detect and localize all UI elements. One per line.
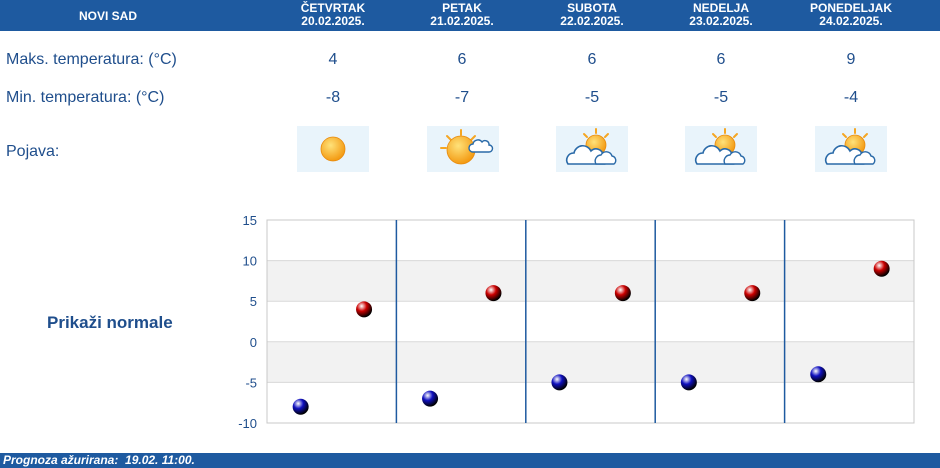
day-header-4: NEDELJA 23.02.2025. (666, 0, 776, 31)
day-header-3: SUBOTA 22.02.2025. (537, 0, 647, 31)
min-temp-point (292, 398, 309, 415)
min-temp-value: -8 (325, 89, 341, 106)
min-temp-label: Min. temperatura: (°C) (6, 89, 165, 106)
min-temp-point (551, 374, 568, 391)
min-temp-point (810, 366, 827, 383)
day-date: 24.02.2025. (819, 14, 883, 28)
y-tick-label: 15 (243, 213, 257, 228)
day-date: 23.02.2025. (689, 14, 753, 28)
min-temp-value: -7 (454, 89, 470, 106)
y-tick-label: 10 (243, 254, 257, 269)
max-temp-value: 6 (716, 51, 726, 68)
plot-background (267, 220, 914, 423)
max-temp-point (485, 285, 502, 302)
y-tick-label: 5 (250, 294, 257, 309)
max-temp-point (614, 285, 631, 302)
max-temp-point (744, 285, 761, 302)
temperature-chart: 15 10 5 0 -5 -10 (238, 213, 915, 431)
day-header-1: ČETVRTAK 20.02.2025. (278, 0, 388, 31)
show-normals-link[interactable]: Prikaži normale (47, 313, 173, 332)
y-tick-label: 0 (250, 335, 257, 350)
min-temp-point (422, 390, 439, 407)
day-date: 22.02.2025. (560, 14, 624, 28)
max-temp-value: 9 (846, 51, 856, 68)
day-name: ČETVRTAK (300, 1, 366, 15)
partly-cloudy-icon (685, 126, 757, 172)
day-header-2: PETAK 21.02.2025. (407, 0, 517, 31)
min-temp-value: -4 (843, 89, 859, 106)
city-name: NOVI SAD (78, 8, 137, 23)
max-temp-point (873, 260, 890, 277)
y-tick-label: -5 (245, 375, 257, 390)
max-temp-value: 4 (328, 51, 338, 68)
min-temp-value: -5 (713, 89, 729, 106)
day-date: 20.02.2025. (301, 14, 365, 28)
day-name: NEDELJA (692, 1, 749, 15)
forecast-header-bar (0, 0, 940, 31)
max-temp-value: 6 (457, 51, 467, 68)
sun-cloud-icon (427, 126, 499, 172)
max-temp-label: Maks. temperatura: (°C) (6, 51, 177, 68)
max-temp-point (356, 301, 373, 318)
day-header-5: PONEDELJAK 24.02.2025. (796, 0, 906, 31)
day-name: SUBOTA (567, 1, 617, 15)
min-temp-point (680, 374, 697, 391)
sun-icon (297, 126, 369, 172)
forecast-updated-footer: Prognoza ažurirana: 19.02. 11:00. (0, 453, 940, 468)
partly-cloudy-icon (815, 126, 887, 172)
plot-border (266, 219, 915, 424)
day-date: 21.02.2025. (430, 14, 494, 28)
weather-label: Pojava: (6, 143, 60, 160)
plot-band (267, 260, 914, 302)
max-temp-value: 6 (587, 51, 597, 68)
day-name: PETAK (442, 1, 482, 15)
partly-cloudy-icon (556, 126, 628, 172)
y-tick-label: -10 (238, 416, 257, 431)
min-temp-value: -5 (584, 89, 600, 106)
day-name: PONEDELJAK (809, 1, 892, 15)
plot-band (267, 341, 914, 383)
